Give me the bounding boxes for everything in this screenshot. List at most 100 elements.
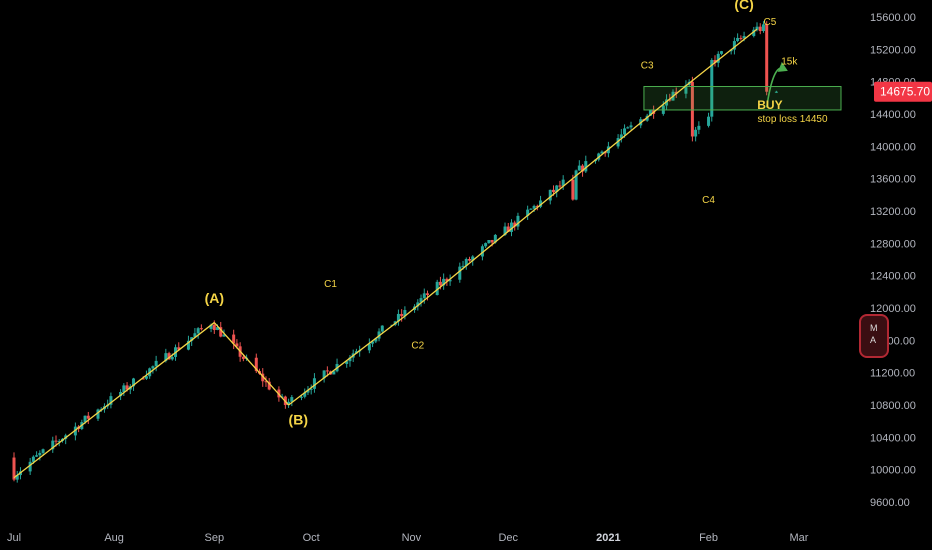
candle-body [345,361,349,364]
candle-body [190,337,194,341]
candle-body [493,234,497,243]
candle-body [471,256,475,261]
candle-body [96,409,100,419]
candle-body [354,351,358,354]
candle-body [396,313,400,322]
candle-body [752,29,756,36]
wave-trendline [404,85,687,317]
candle-body [516,215,520,227]
candle-body [86,415,90,419]
candle-body [623,128,627,135]
candle-body [400,313,404,317]
x-axis-tick-label: Feb [699,532,718,544]
candle-body [461,265,465,267]
candle-body [312,378,316,389]
candle-body [144,376,148,379]
candle-body [57,440,61,442]
candle-body [216,327,220,330]
y-axis-tick-label: 15200.00 [870,44,916,56]
candle-body [241,356,245,359]
candle-body [548,189,552,201]
candle-body [690,81,694,137]
y-axis-tick-label: 12400.00 [870,271,916,283]
y-axis-tick-label: 10800.00 [870,400,916,412]
x-axis-tick-label: Mar [790,532,809,544]
current-price-label: 14675.70 [880,85,930,99]
candle-body [755,26,759,30]
side-button-line1: M [870,323,878,333]
candle-body [193,333,197,338]
candle-body [529,208,533,210]
candle-body [719,51,723,54]
candle-body [713,60,717,63]
candle-body [509,222,513,232]
candle-body [480,246,484,257]
y-axis-tick-label: 13600.00 [870,174,916,186]
candle-body [15,475,19,480]
candle-body [403,310,407,317]
candle-body [467,259,471,261]
wave-label: C5 [764,17,777,28]
candle-body [539,200,543,207]
candle-body [629,125,633,128]
side-panel-toggle-button[interactable]: M A [859,314,889,358]
y-axis-tick-label: 10400.00 [870,432,916,444]
candle-body [535,205,539,207]
candle-body [35,455,39,457]
candle-body [83,415,87,423]
candle-body [12,457,16,480]
wave-label: (B) [289,411,308,427]
candle-body [73,426,77,436]
candle-body [442,278,446,286]
candle-body [710,60,714,117]
candle-body [348,357,352,362]
candle-body [736,37,740,42]
candle-body [487,240,491,244]
candle-body [264,381,268,383]
candle-body [235,343,239,347]
candle-body [694,129,698,137]
candle-body [199,328,203,330]
candle-body [425,293,429,296]
candle-body [177,347,181,350]
candle-body [571,179,575,200]
candle-body [742,35,746,39]
candle-body [619,134,623,139]
candle-body [506,226,510,232]
candle-body [287,401,291,406]
wave-label: 15k [781,57,798,68]
candle-body [119,391,123,397]
wave-label: (A) [205,290,224,306]
candle-body [574,170,578,200]
x-axis-tick-label: Oct [303,532,320,544]
y-axis-tick-label: 12000.00 [870,303,916,315]
candle-body [561,179,565,186]
candle-body [665,99,669,106]
y-axis-tick-label: 9600.00 [870,497,910,509]
candle-body [254,357,258,372]
candle-body [716,53,720,63]
candle-body [761,24,765,32]
candle-body [125,385,129,390]
wave-label: stop loss 14450 [758,114,828,125]
candle-body [122,385,126,392]
candle-body [765,24,769,92]
current-price-box [874,81,932,102]
candle-body [758,26,762,32]
candle-body [170,356,174,360]
wave-trendline [213,322,290,406]
y-axis-tick-label: 15600.00 [870,12,916,24]
candle-body [154,360,158,367]
candle-body [435,281,439,296]
candle-body [132,378,136,387]
candle-body [377,331,381,339]
candle-body [51,440,55,450]
candle-body [707,116,711,126]
candle-body [167,353,171,360]
y-axis-tick-label: 10000.00 [870,465,916,477]
x-axis-tick-label: 2021 [596,532,620,544]
candle-body [419,298,423,303]
candle-body [484,243,488,247]
